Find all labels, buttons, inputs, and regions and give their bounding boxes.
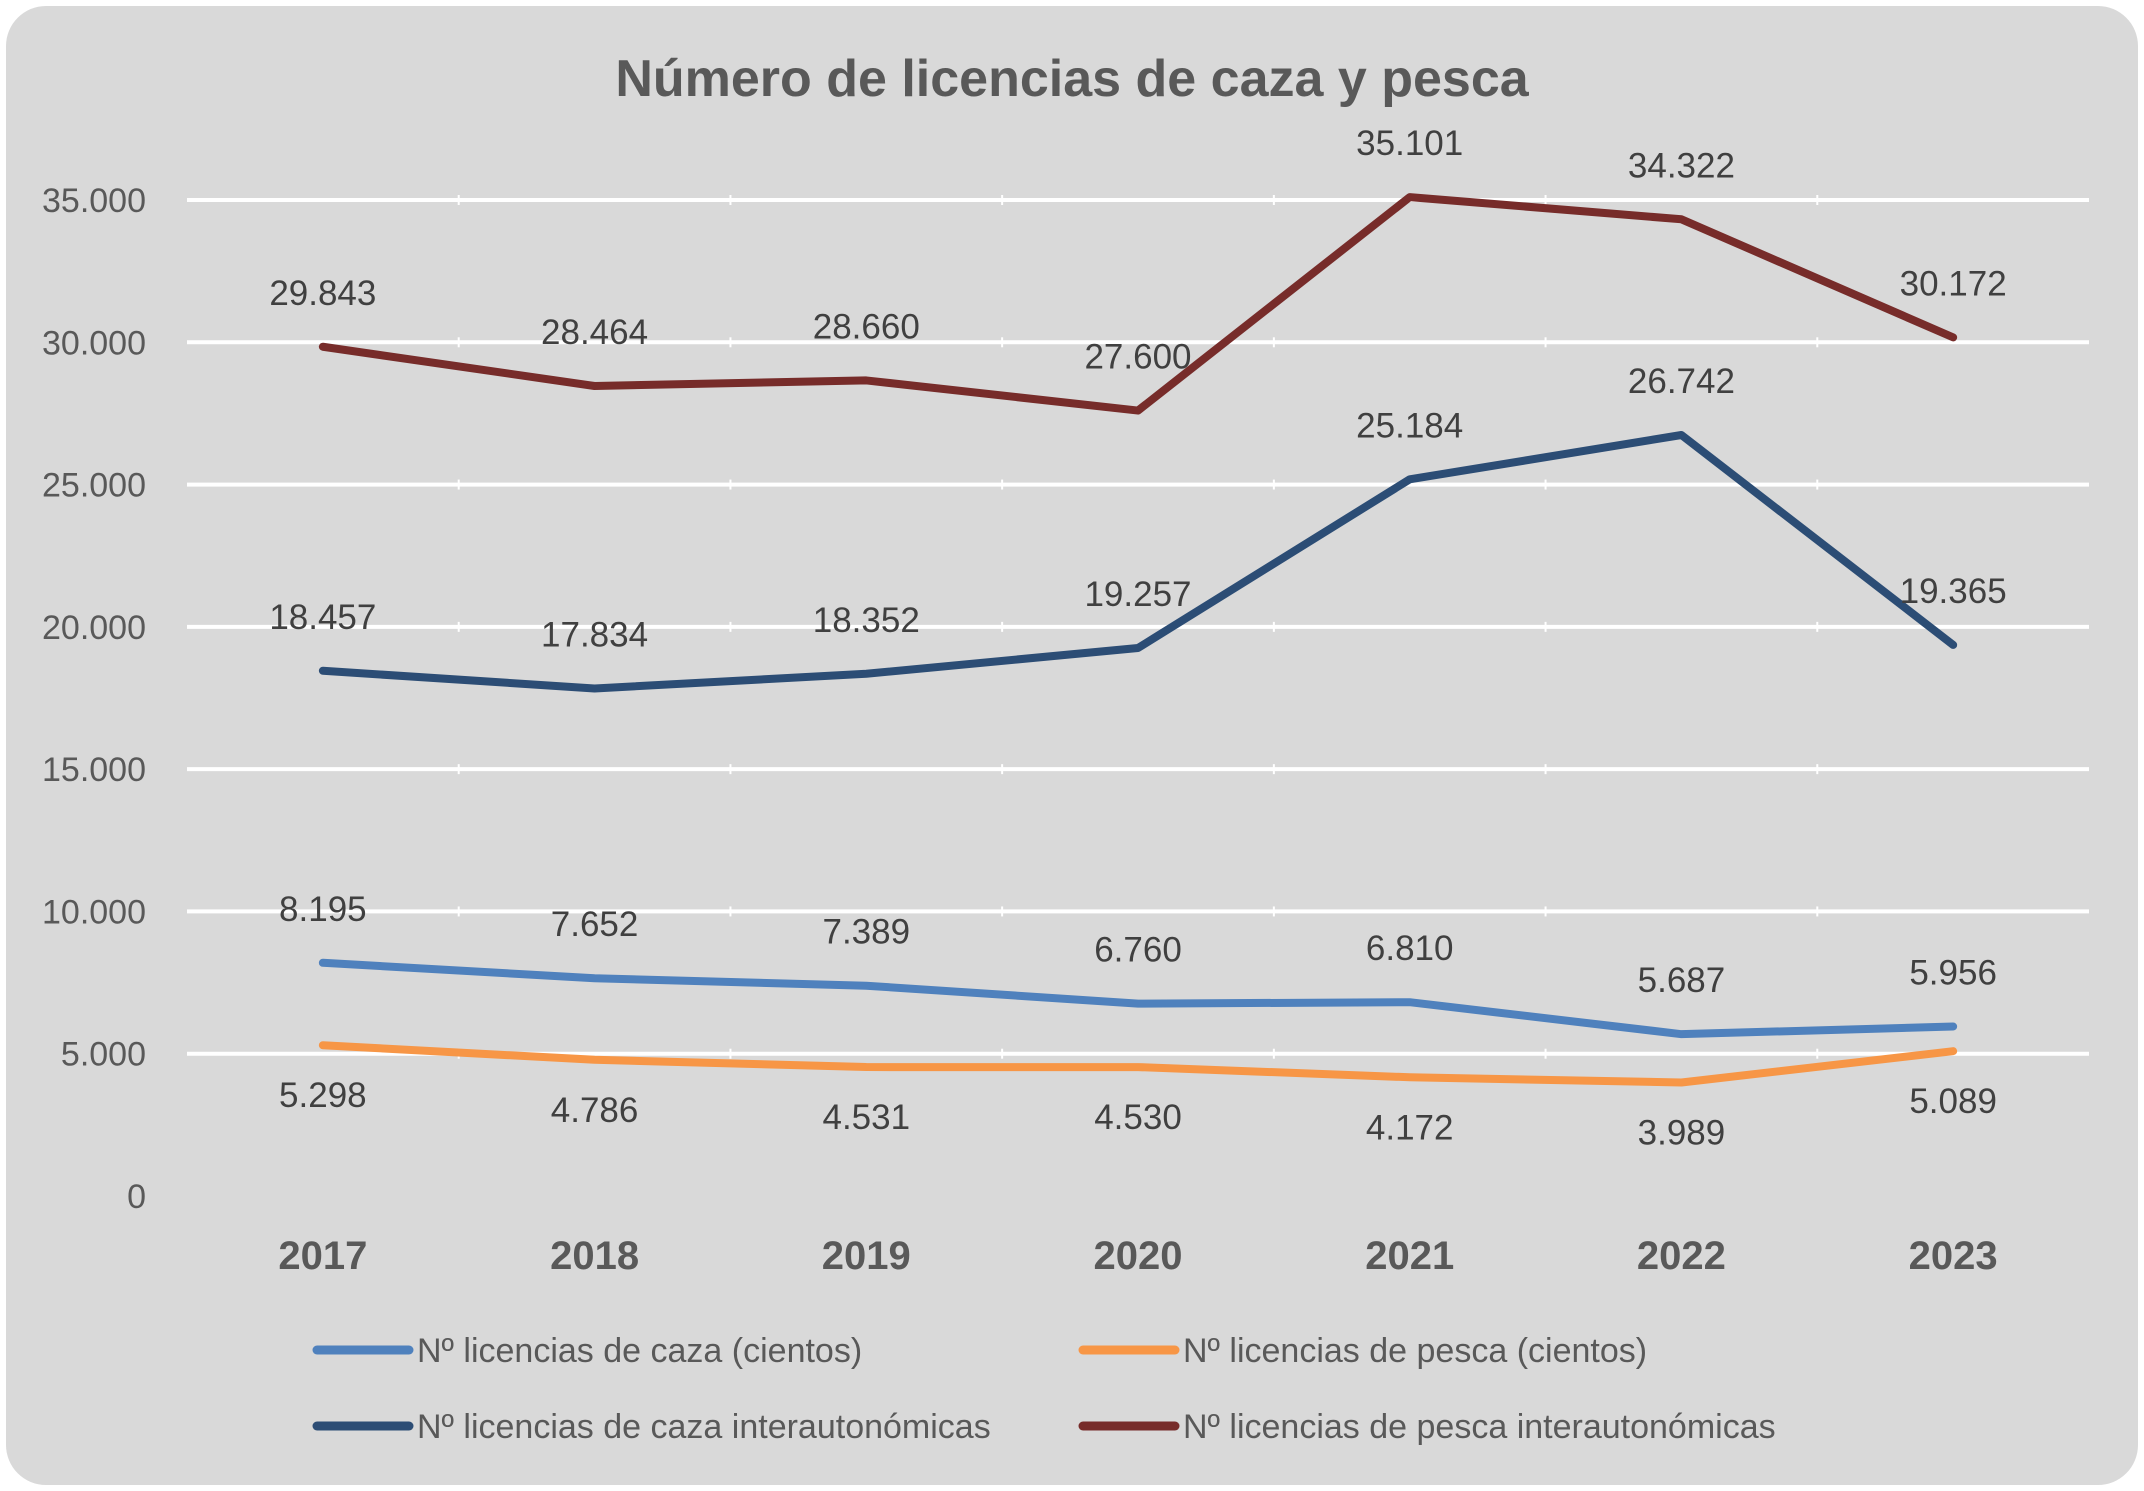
x-tick-label: 2020 bbox=[1094, 1234, 1183, 1278]
y-tick-label: 0 bbox=[127, 1178, 146, 1216]
data-label: 18.352 bbox=[813, 601, 920, 640]
data-label: 5.298 bbox=[279, 1076, 367, 1115]
legend-label: Nº licencias de pesca interautonómicas bbox=[1183, 1408, 1776, 1446]
data-label: 26.742 bbox=[1628, 362, 1735, 401]
data-label: 19.365 bbox=[1900, 572, 2007, 611]
data-label: 4.530 bbox=[1094, 1098, 1182, 1137]
data-label: 4.531 bbox=[822, 1098, 910, 1137]
data-label: 7.389 bbox=[822, 913, 910, 952]
data-label: 27.600 bbox=[1084, 338, 1191, 377]
legend-label: Nº licencias de caza interautonómicas bbox=[417, 1408, 991, 1446]
x-tick-label: 2021 bbox=[1365, 1234, 1454, 1278]
data-label: 5.089 bbox=[1909, 1082, 1997, 1121]
data-label: 25.184 bbox=[1356, 406, 1463, 445]
x-tick-label: 2019 bbox=[822, 1234, 911, 1278]
data-label: 29.843 bbox=[269, 274, 376, 313]
legend-label: Nº licencias de caza (cientos) bbox=[417, 1332, 862, 1370]
data-label: 5.687 bbox=[1638, 961, 1726, 1000]
data-label: 4.172 bbox=[1366, 1108, 1454, 1147]
data-label: 17.834 bbox=[541, 615, 648, 654]
series-line-0 bbox=[318, 958, 1958, 1039]
x-tick-label: 2018 bbox=[550, 1234, 639, 1278]
y-tick-label: 20.000 bbox=[42, 609, 146, 647]
data-label: 19.257 bbox=[1084, 575, 1191, 614]
legend-label: Nº licencias de pesca (cientos) bbox=[1183, 1332, 1647, 1370]
data-label: 5.956 bbox=[1909, 954, 1997, 993]
y-tick-label: 35.000 bbox=[42, 182, 146, 220]
chart-title: Número de licencias de caza y pesca bbox=[615, 50, 1529, 108]
data-label: 8.195 bbox=[279, 890, 367, 929]
data-label: 6.810 bbox=[1366, 929, 1454, 968]
data-label: 4.786 bbox=[551, 1091, 639, 1130]
y-tick-label: 10.000 bbox=[42, 893, 146, 931]
x-tick-label: 2023 bbox=[1909, 1234, 1998, 1278]
x-tick-label: 2017 bbox=[278, 1234, 367, 1278]
y-tick-label: 30.000 bbox=[42, 324, 146, 362]
data-label: 18.457 bbox=[269, 598, 376, 637]
data-label: 35.101 bbox=[1356, 124, 1463, 163]
data-label: 3.989 bbox=[1638, 1113, 1726, 1152]
chart-area bbox=[6, 6, 2138, 1485]
data-label: 7.652 bbox=[551, 905, 639, 944]
series-line-2 bbox=[318, 430, 1958, 693]
y-tick-label: 5.000 bbox=[61, 1036, 146, 1074]
data-label: 28.464 bbox=[541, 313, 648, 352]
data-label: 30.172 bbox=[1900, 264, 2007, 303]
x-tick-label: 2022 bbox=[1637, 1234, 1726, 1278]
y-tick-label: 25.000 bbox=[42, 467, 146, 505]
data-label: 34.322 bbox=[1628, 146, 1735, 185]
data-label: 6.760 bbox=[1094, 931, 1182, 970]
y-tick-label: 15.000 bbox=[42, 751, 146, 789]
series-line-3 bbox=[318, 193, 1958, 415]
series-line-1 bbox=[318, 1041, 1958, 1087]
data-label: 28.660 bbox=[813, 307, 920, 346]
